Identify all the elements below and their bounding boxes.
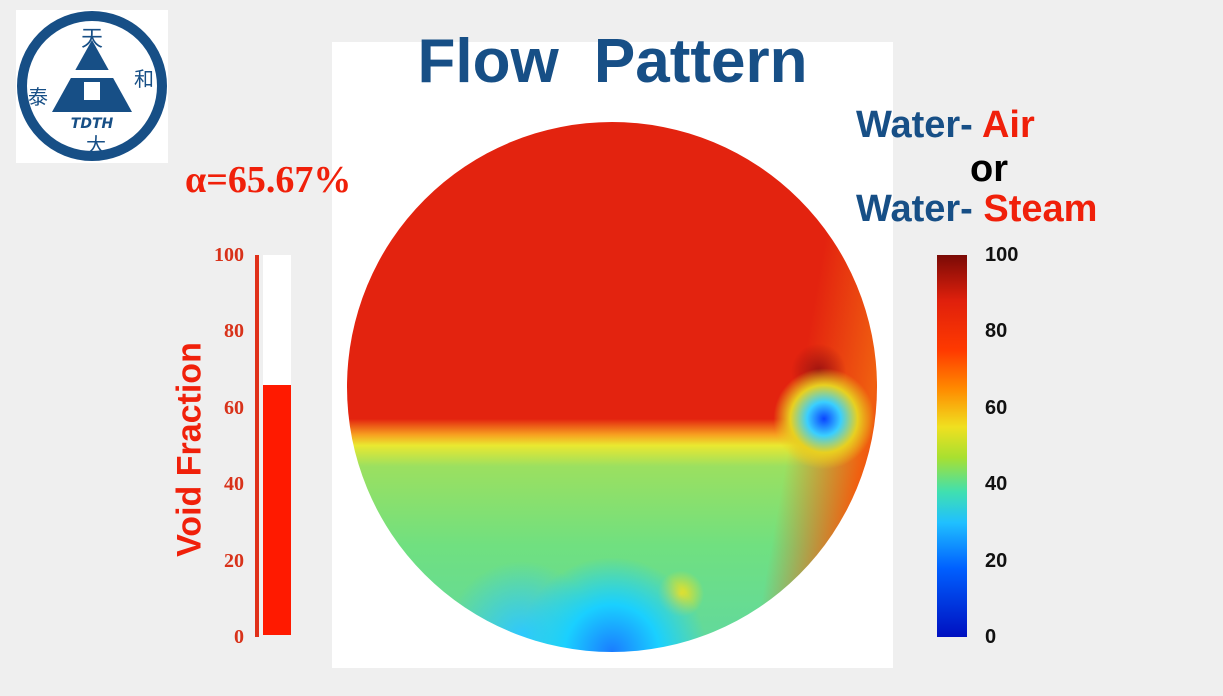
legend-water: Water [856,188,961,230]
legend-water: Water [856,104,961,146]
colorbar-tick: 0 [985,626,997,648]
legend-sep: - [960,104,973,146]
vf-tick: 20 [224,550,244,572]
legend-line-water-steam: Water- Steam [856,188,1097,231]
vf-tick: 0 [234,626,244,648]
vf-tick: 40 [224,473,244,495]
legend-or: or [970,148,1008,190]
colorbar-tick: 100 [985,244,1019,266]
legend-sep: - [960,188,973,230]
page-title: Flow Pattern [417,27,808,96]
colorbar-tick: 40 [985,473,1008,495]
legend-steam: Steam [983,188,1098,230]
svg-text:TDTH: TDTH [71,116,114,132]
void-fraction-readout: α=65.67% [185,159,352,201]
void-fraction-axis-label: Void Fraction [170,342,209,557]
vf-tick: 60 [224,397,244,419]
legend-line-water-air: Water- Air [856,104,1035,147]
svg-text:天: 天 [81,27,103,52]
void-fraction-bar [263,385,291,635]
svg-text:和: 和 [134,67,154,91]
colorbar-tick: 20 [985,550,1008,572]
legend-air: Air [981,104,1035,146]
vf-tick: 100 [214,244,244,266]
flow-pattern-heatmap [347,122,877,652]
university-logo: 天 泰 和 大 TDTH [16,10,168,163]
svg-text:泰: 泰 [28,85,48,109]
void-fraction-axis [255,255,259,637]
colorbar [937,255,967,637]
svg-text:大: 大 [86,133,106,157]
colorbar-tick: 80 [985,320,1008,342]
vf-tick: 80 [224,320,244,342]
colorbar-tick: 60 [985,397,1008,419]
